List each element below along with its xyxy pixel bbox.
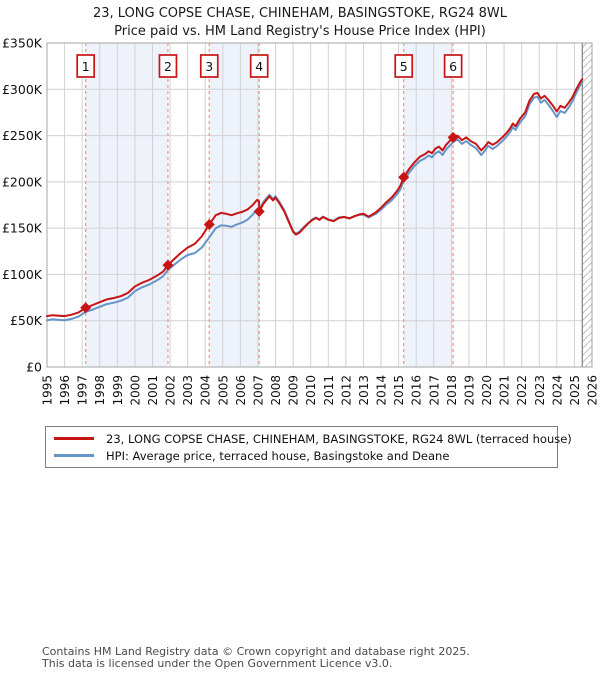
- sale-number-box: [199, 54, 219, 78]
- x-axis-tick-label: 2016: [410, 375, 424, 406]
- x-axis-tick-label: 2025: [568, 375, 582, 406]
- x-axis-tick-label: 2019: [462, 375, 476, 406]
- x-axis-tick-label: 2018: [445, 375, 459, 406]
- sale-marker: [80, 302, 92, 314]
- sale-marker: [253, 205, 265, 217]
- x-axis-tick-label: 2010: [304, 375, 318, 406]
- x-axis-tick-label: 2006: [234, 375, 248, 406]
- y-axis-tick-label: £200K: [2, 174, 43, 189]
- y-axis-tick-label: £150K: [2, 221, 43, 236]
- chart-legend: 23, LONG COPSE CHASE, CHINEHAM, BASINGST…: [45, 426, 572, 468]
- sale-number-box-label: 5: [400, 59, 408, 74]
- x-axis-tick-label: 2012: [339, 375, 353, 406]
- x-axis-tick-label: 2007: [251, 375, 265, 406]
- x-axis-tick-label: 2014: [375, 375, 389, 406]
- x-axis-tick-label: 1997: [76, 375, 90, 406]
- y-axis-tick-label: £100K: [2, 267, 43, 282]
- x-axis-tick-label: 1998: [93, 375, 107, 406]
- sale-number-box-label: 1: [82, 59, 90, 74]
- sale-number-box-label: 6: [449, 59, 457, 74]
- property-line-swatch: [54, 437, 94, 440]
- sale-number-box: [249, 54, 269, 78]
- x-axis-tick-label: 2026: [586, 375, 600, 406]
- x-axis-tick-label: 2002: [164, 375, 178, 406]
- ownership-band: [403, 43, 454, 367]
- sale-number-box-label: 4: [255, 59, 263, 74]
- x-axis-tick-label: 2024: [550, 375, 564, 406]
- license-footer-line2: This data is licensed under the Open Gov…: [42, 657, 393, 670]
- x-axis-tick-label: 2021: [498, 375, 512, 406]
- legend-hpi-label: HPI: Average price, terraced house, Basi…: [106, 448, 450, 463]
- x-axis-tick-label: 2005: [216, 375, 230, 406]
- sale-number-box-label: 3: [205, 59, 213, 74]
- sale-number-box: [394, 54, 414, 78]
- y-axis-tick-label: £250K: [2, 128, 43, 143]
- ownership-band: [85, 43, 168, 367]
- x-axis-tick-label: 2022: [515, 375, 529, 406]
- x-axis-tick-label: 2015: [392, 375, 406, 406]
- x-axis-tick-label: 2013: [357, 375, 371, 406]
- legend-item-hpi: HPI: Average price, terraced house, Basi…: [46, 447, 557, 464]
- x-axis-tick-label: 2000: [128, 375, 142, 406]
- x-axis-tick-label: 2020: [480, 375, 494, 406]
- y-axis-tick-label: £300K: [2, 82, 43, 97]
- page-subtitle: Price paid vs. HM Land Registry's House …: [114, 24, 486, 39]
- x-axis-tick-label: 2017: [427, 375, 441, 406]
- sale-number-box: [443, 54, 463, 78]
- sale-marker: [447, 131, 459, 143]
- x-axis-tick-label: 2008: [269, 375, 283, 406]
- x-axis-tick-label: 2001: [146, 375, 160, 406]
- legend-property-label: 23, LONG COPSE CHASE, CHINEHAM, BASINGST…: [106, 431, 572, 446]
- x-axis-tick-label: 2023: [533, 375, 547, 406]
- x-axis-tick-label: 2004: [199, 375, 213, 406]
- x-axis-tick-label: 2003: [181, 375, 195, 406]
- ownership-band: [209, 43, 260, 367]
- hpi-line-swatch: [54, 454, 94, 457]
- sale-number-box: [76, 54, 96, 78]
- x-axis-tick-label: 1995: [41, 375, 55, 406]
- sale-number-box-label: 2: [164, 59, 172, 74]
- plot-border: [46, 42, 593, 368]
- page-title: 23, LONG COPSE CHASE, CHINEHAM, BASINGST…: [92, 6, 508, 21]
- legend-item-property: 23, LONG COPSE CHASE, CHINEHAM, BASINGST…: [46, 430, 572, 447]
- future-hatch-region: [582, 43, 592, 367]
- sale-marker: [162, 259, 174, 271]
- sale-marker: [203, 218, 215, 230]
- y-axis-tick-label: £0: [26, 360, 42, 375]
- license-footer-line1: Contains HM Land Registry data © Crown c…: [42, 645, 470, 658]
- property-price-line: [46, 78, 584, 318]
- sale-marker: [398, 171, 410, 183]
- x-axis-tick-label: 2011: [322, 375, 336, 406]
- sale-number-box: [158, 54, 178, 78]
- price-chart[interactable]: 1 2 3 4 5 6 £0 £50K £100K £150K £200K £250K £300K £35…: [0, 35, 600, 427]
- x-axis-tick-label: 1996: [58, 375, 72, 406]
- y-axis-tick-label: £50K: [10, 313, 43, 328]
- y-axis-tick-label: £350K: [2, 36, 43, 51]
- x-axis-tick-label: 2009: [287, 375, 301, 406]
- x-axis-tick-label: 1999: [111, 375, 125, 406]
